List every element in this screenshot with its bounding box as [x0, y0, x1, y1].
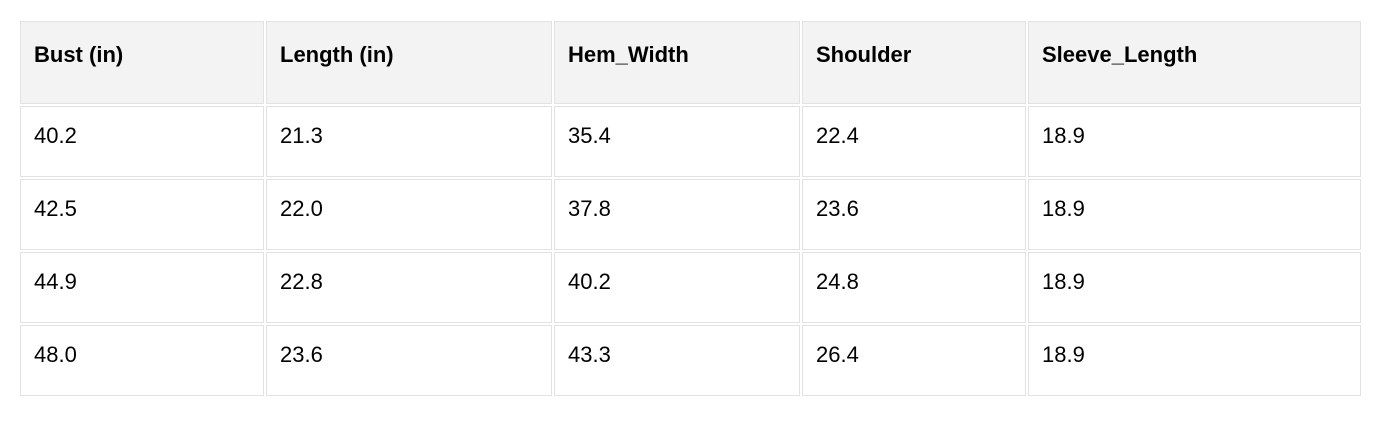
table-cell: 35.4	[554, 106, 800, 177]
table-cell: 22.4	[802, 106, 1026, 177]
column-header-length: Length (in)	[266, 21, 552, 104]
table-cell: 40.2	[20, 106, 264, 177]
column-header-hem-width: Hem_Width	[554, 21, 800, 104]
column-header-shoulder: Shoulder	[802, 21, 1026, 104]
table-cell: 23.6	[266, 325, 552, 396]
table-cell: 18.9	[1028, 106, 1361, 177]
table-cell: 42.5	[20, 179, 264, 250]
table-cell: 43.3	[554, 325, 800, 396]
table-cell: 18.9	[1028, 325, 1361, 396]
table-cell: 48.0	[20, 325, 264, 396]
table-cell: 18.9	[1028, 179, 1361, 250]
table-cell: 24.8	[802, 252, 1026, 323]
size-chart-table: Bust (in) Length (in) Hem_Width Shoulder…	[18, 19, 1363, 398]
table-cell: 26.4	[802, 325, 1026, 396]
table-cell: 22.8	[266, 252, 552, 323]
header-row: Bust (in) Length (in) Hem_Width Shoulder…	[20, 21, 1361, 104]
table-row: 40.2 21.3 35.4 22.4 18.9	[20, 106, 1361, 177]
column-header-sleeve-length: Sleeve_Length	[1028, 21, 1361, 104]
table-row: 48.0 23.6 43.3 26.4 18.9	[20, 325, 1361, 396]
table-cell: 18.9	[1028, 252, 1361, 323]
table-cell: 40.2	[554, 252, 800, 323]
table-cell: 21.3	[266, 106, 552, 177]
column-header-bust: Bust (in)	[20, 21, 264, 104]
table-cell: 23.6	[802, 179, 1026, 250]
table-row: 44.9 22.8 40.2 24.8 18.9	[20, 252, 1361, 323]
table-row: 42.5 22.0 37.8 23.6 18.9	[20, 179, 1361, 250]
table-cell: 37.8	[554, 179, 800, 250]
table-cell: 22.0	[266, 179, 552, 250]
table-cell: 44.9	[20, 252, 264, 323]
